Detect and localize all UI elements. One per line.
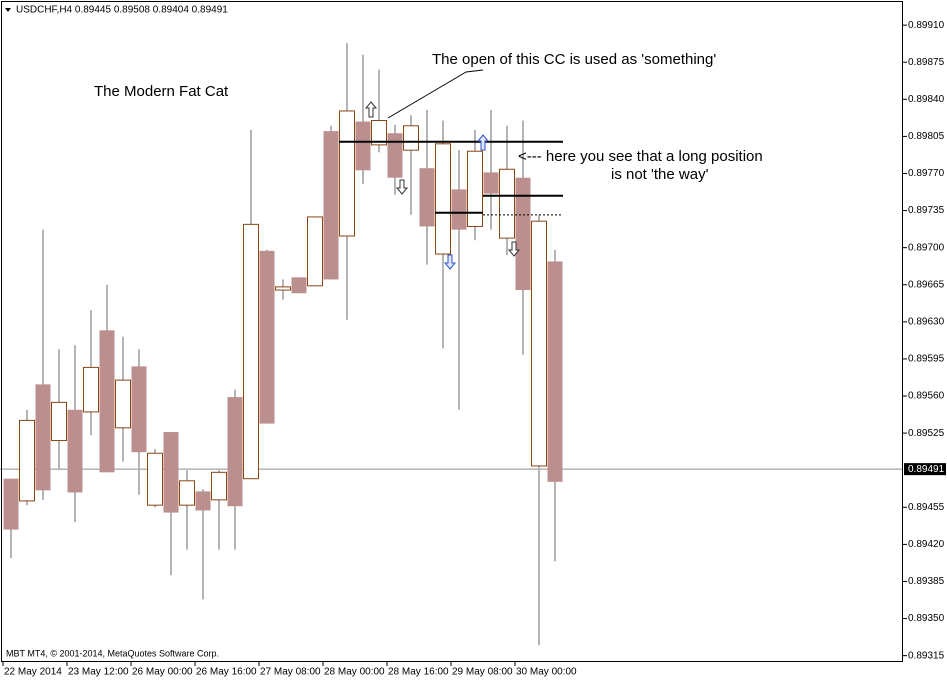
y-tick-label: 0.89665 (908, 279, 945, 290)
candle-body-bear (547, 261, 563, 482)
y-tick-label: 0.89840 (908, 94, 945, 105)
current-price-badge (904, 463, 946, 476)
y-tick-label: 0.89875 (908, 57, 945, 68)
candle-body-bear (323, 131, 339, 280)
y-tick-label: 0.89910 (908, 20, 945, 31)
y-tick-label: 0.89350 (908, 613, 945, 624)
candle-body-bear (515, 177, 531, 291)
y-tick-label: 0.89595 (908, 354, 945, 365)
candle-body-bear (3, 478, 19, 530)
y-tick-label: 0.89735 (908, 205, 945, 216)
candle-body-bear (355, 121, 371, 171)
candle-body-bull (211, 471, 227, 501)
candle-body-bull (115, 379, 131, 429)
plot-frame (1, 1, 903, 662)
y-tick-label: 0.89700 (908, 242, 945, 253)
candle-body-bear (483, 172, 499, 194)
y-tick-label: 0.89420 (908, 539, 945, 550)
down-arrow (443, 254, 457, 270)
candle-body-bull (147, 452, 163, 506)
x-tick-label: 22 May 2014 (4, 667, 62, 678)
candle-body-bull (371, 120, 387, 146)
annotation: is not 'the way' (611, 166, 709, 183)
candle-body-bear (163, 432, 179, 513)
candle-body-bear (195, 491, 211, 511)
candle-body-bull (403, 125, 419, 151)
x-tick-label: 26 May 16:00 (196, 667, 257, 678)
candle-body-bear (451, 189, 467, 230)
annotation: The open of this CC is used as 'somethin… (432, 51, 716, 68)
x-tick-label: 27 May 08:00 (260, 667, 321, 678)
x-tick-label: 30 May 00:00 (516, 667, 577, 678)
candle-body-bull (435, 143, 451, 255)
candle-body-bear (227, 397, 243, 507)
current-price-label: 0.89491 (908, 464, 945, 475)
y-tick-label: 0.89385 (908, 576, 945, 587)
y-tick-label: 0.89455 (908, 502, 945, 513)
y-tick-label: 0.89560 (908, 391, 945, 402)
candle-body-bull (499, 168, 515, 239)
candle-body-bear (99, 330, 115, 473)
candle-body-bear (259, 250, 275, 424)
up-arrow (364, 101, 378, 118)
candle-body-bear (35, 384, 51, 491)
x-tick-label: 28 May 16:00 (388, 667, 449, 678)
candle-body-bull (83, 366, 99, 413)
level-layer (339, 140, 563, 216)
candle-body-bull (307, 216, 323, 287)
candle-body-bull (467, 150, 483, 227)
candle-body-bull (19, 419, 35, 502)
candle-body-bull (179, 480, 195, 506)
x-tick-label: 26 May 00:00 (132, 667, 193, 678)
candle-body-bull (339, 110, 355, 237)
candle-body-bull (531, 220, 547, 467)
y-tick-label: 0.89770 (908, 168, 945, 179)
signal-arrows (364, 101, 521, 270)
y-tick-label: 0.89805 (908, 131, 945, 142)
x-tick-label: 23 May 12:00 (68, 667, 129, 678)
y-tick-label: 0.89630 (908, 316, 945, 327)
y-tick-label: 0.89525 (908, 428, 945, 439)
chart-title: The Modern Fat Cat (94, 83, 229, 100)
candle-body-bear (131, 366, 147, 453)
symbol-header: USDCHF,H4 0.89445 0.89508 0.89404 0.8949… (16, 5, 228, 16)
candle-body-bear (419, 168, 435, 227)
x-tick-label: 29 May 08:00 (452, 667, 513, 678)
annotation: <--- here you see that a long position (518, 148, 763, 165)
down-arrow (395, 179, 409, 195)
y-tick-label: 0.89315 (908, 650, 945, 661)
annotation-leader (387, 71, 467, 119)
annotation-leader (465, 69, 484, 73)
candle-body-bull (275, 286, 291, 291)
up-arrow (476, 134, 490, 151)
candle-body-bull (243, 223, 259, 480)
candle-body-bull (51, 401, 67, 442)
candle-body-bear (387, 133, 403, 178)
candle-layer (3, 43, 563, 646)
menu-arrow-icon (5, 8, 11, 12)
candle-body-bear (67, 409, 83, 493)
x-tick-label: 28 May 00:00 (324, 667, 385, 678)
copyright: MBT MT4, © 2001-2014, MetaQuotes Softwar… (6, 648, 219, 658)
down-arrow (507, 241, 521, 257)
candle-body-bear (291, 277, 307, 294)
